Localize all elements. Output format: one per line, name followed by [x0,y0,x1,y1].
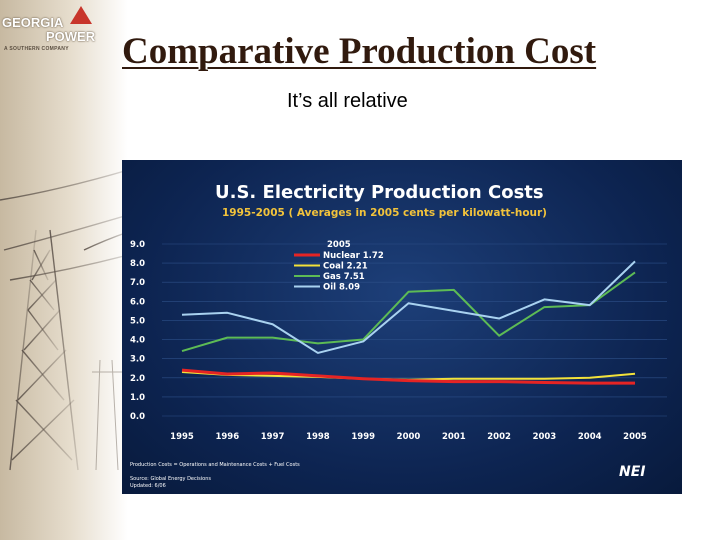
y-tick-label: 4.0 [130,336,145,346]
y-tick-label: 2.0 [130,374,145,384]
x-tick-label: 2000 [397,432,421,442]
chart-source: Source: Global Energy Decisions [130,476,211,482]
logo-line-1: GEORGIA [2,15,64,30]
georgia-power-logo: GEORGIA POWER A SOUTHERN COMPANY [2,6,102,56]
legend-label: Coal 2.21 [323,262,368,272]
chart-footnote: Production Costs = Operations and Mainte… [130,462,300,468]
x-tick-label: 1996 [215,432,239,442]
y-tick-label: 0.0 [130,412,145,422]
logo-triangle-icon [70,6,92,24]
x-tick-label: 2002 [487,432,511,442]
slide-title: Comparative Production Cost [122,31,597,72]
slide-subtitle: It’s all relative [287,90,408,112]
y-tick-label: 3.0 [130,355,145,365]
series-line-oil [181,260,636,354]
chart-title: U.S. Electricity Production Costs [215,182,544,203]
y-tick-label: 8.0 [130,259,145,269]
series-line-gas [181,271,636,352]
power-tower-illustration [0,169,128,471]
y-tick-label: 6.0 [130,297,145,307]
x-tick-label: 1997 [261,432,285,442]
x-tick-label: 2004 [578,432,602,442]
nei-logo: NEI [619,464,646,480]
chart-updated: Updated: 6/06 [130,483,166,489]
chart-subtitle: 1995-2005 ( Averages in 2005 cents per k… [222,207,547,219]
line-chart: U.S. Electricity Production Costs 1995-2… [130,182,667,489]
x-tick-label: 1998 [306,432,330,442]
x-tick-label: 2005 [623,432,647,442]
y-tick-label: 5.0 [130,316,145,326]
logo-line-3: A SOUTHERN COMPANY [4,46,69,52]
y-tick-label: 7.0 [130,278,145,288]
x-tick-label: 2001 [442,432,466,442]
y-tick-label: 9.0 [130,240,145,250]
x-tick-label: 2003 [533,432,557,442]
chart-panel: U.S. Electricity Production Costs 1995-2… [122,160,682,494]
y-tick-label: 1.0 [130,393,145,403]
series-line-nuclear [181,368,635,385]
legend-title: 2005 [327,240,351,250]
x-tick-label: 1999 [351,432,375,442]
x-tick-label: 1995 [170,432,194,442]
legend-label: Oil 8.09 [323,283,360,293]
logo-line-2: POWER [46,29,96,44]
legend-label: Nuclear 1.72 [323,251,384,261]
decorative-background-panel: GEORGIA POWER A SOUTHERN COMPANY [0,0,128,540]
legend-label: Gas 7.51 [323,272,365,282]
